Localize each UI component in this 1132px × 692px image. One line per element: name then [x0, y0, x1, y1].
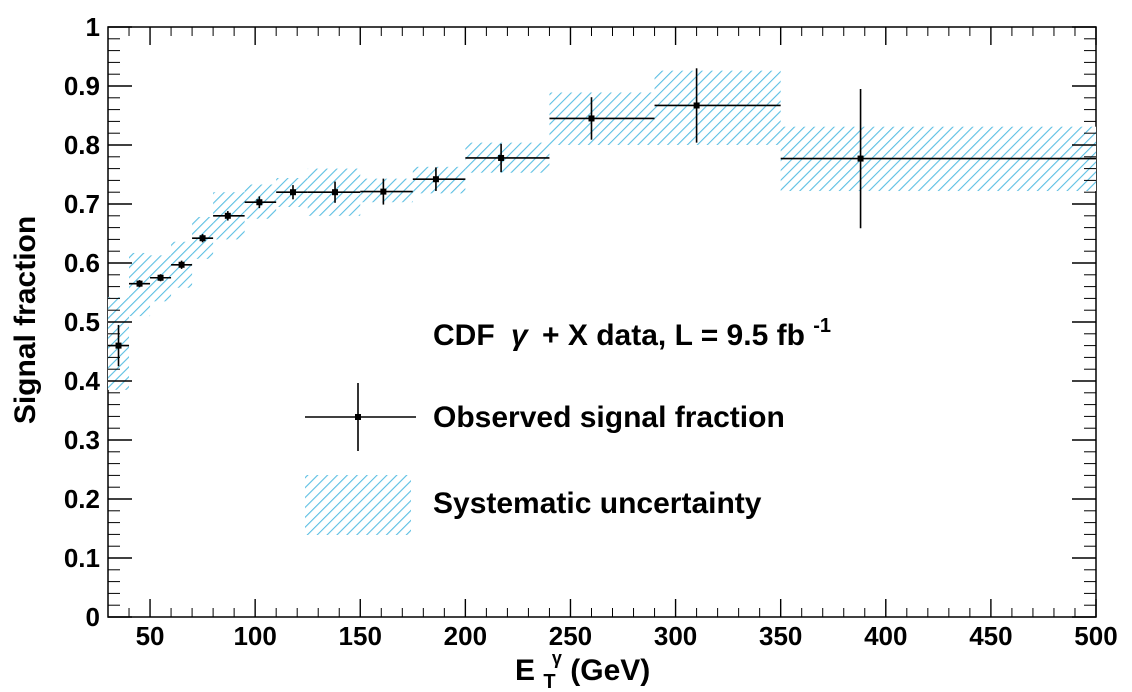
legend-observed-label: Observed signal fraction: [433, 401, 785, 434]
axis-ticks: [108, 26, 1097, 618]
x-tick-label-5: 300: [654, 621, 697, 651]
y-tick-label-1: 0.1: [64, 543, 100, 573]
observed-point-marker: [256, 199, 263, 206]
observed-point-marker: [380, 188, 387, 195]
observed-point-9: [360, 178, 413, 205]
x-tick-labels: 50 100 150 200 250 300 350 400 450 500: [136, 621, 1118, 651]
observed-point-3: [171, 260, 193, 269]
y-tick-label-9: 0.9: [64, 71, 100, 101]
observed-point-marker: [498, 154, 505, 161]
observed-point-4: [192, 234, 214, 243]
observed-point-marker: [157, 274, 164, 281]
observed-point-6: [244, 196, 277, 209]
observed-point-marker: [178, 261, 185, 268]
y-tick-label-7: 0.7: [64, 189, 100, 219]
systematic-band-13: [654, 70, 781, 145]
x-tick-label-6: 350: [759, 621, 802, 651]
legend-header-symbol: γ: [511, 319, 530, 352]
y-tick-label-8: 0.8: [64, 130, 100, 160]
legend-observed-marker: [305, 383, 416, 451]
y-tick-label-5: 0.5: [64, 307, 100, 337]
legend-systematic-label: Systematic uncertainty: [433, 487, 762, 520]
observed-point-marker: [289, 189, 296, 196]
x-tick-label-3: 200: [444, 621, 487, 651]
x-tick-label-8: 450: [969, 621, 1012, 651]
legend-header-sup: -1: [813, 315, 831, 337]
observed-point-12: [549, 97, 655, 140]
observed-point-13: [654, 68, 781, 143]
x-tick-label-9: 500: [1074, 621, 1117, 651]
x-axis-label-unit: (GeV): [570, 654, 650, 687]
systematic-band-9: [360, 178, 413, 203]
x-axis-label-sub: T: [543, 671, 555, 692]
x-tick-label-7: 400: [864, 621, 907, 651]
y-tick-label-0: 0: [86, 602, 100, 632]
y-tick-label-10: 1: [86, 12, 100, 42]
observed-point-0: [108, 324, 130, 367]
observed-point-marker: [224, 212, 231, 219]
observed-point-marker: [199, 235, 206, 242]
observed-point-marker: [115, 342, 122, 349]
observed-points-layer: [108, 68, 1096, 367]
observed-point-5: [213, 211, 245, 221]
observed-point-marker: [857, 155, 864, 162]
x-tick-label-0: 50: [136, 621, 165, 651]
observed-point-marker: [136, 280, 143, 287]
systematic-band-10: [412, 166, 466, 194]
observed-point-14: [780, 88, 1096, 229]
observed-point-11: [465, 143, 550, 173]
x-axis-label: E T γ (GeV): [515, 638, 650, 692]
y-tick-label-6: 0.6: [64, 248, 100, 278]
y-tick-label-4: 0.4: [64, 366, 101, 396]
legend-header: CDF γ + X data, L = 9.5 fb -1: [433, 315, 831, 352]
x-axis-label-sup: γ: [552, 648, 562, 668]
legend-systematic-swatch: [305, 475, 411, 535]
observed-point-marker: [332, 189, 339, 196]
x-axis-label-main: E: [515, 654, 535, 687]
observed-point-marker: [588, 115, 595, 122]
observed-point-marker: [693, 102, 700, 109]
observed-point-marker: [432, 176, 439, 183]
observed-point-1: [129, 280, 151, 288]
legend-header-suffix: + X data, L = 9.5 fb: [542, 319, 805, 352]
legend: CDF γ + X data, L = 9.5 fb -1 Observed s…: [305, 315, 831, 535]
x-tick-label-1: 100: [233, 621, 276, 651]
y-tick-labels: 0 0.1 0.2 0.3 0.4 0.5 0.6 0.7 0.8 0.9 1: [64, 12, 101, 632]
observed-point-2: [150, 274, 172, 282]
observed-point-7: [276, 185, 308, 200]
x-tick-label-2: 150: [339, 621, 382, 651]
legend-header-prefix: CDF: [433, 319, 495, 352]
observed-point-10: [412, 167, 466, 192]
x-tick-label-4: 250: [549, 621, 592, 651]
y-tick-label-3: 0.3: [64, 425, 100, 455]
observed-point-8: [307, 181, 361, 203]
y-tick-label-2: 0.2: [64, 484, 100, 514]
y-axis-label: Signal fraction: [9, 216, 42, 424]
